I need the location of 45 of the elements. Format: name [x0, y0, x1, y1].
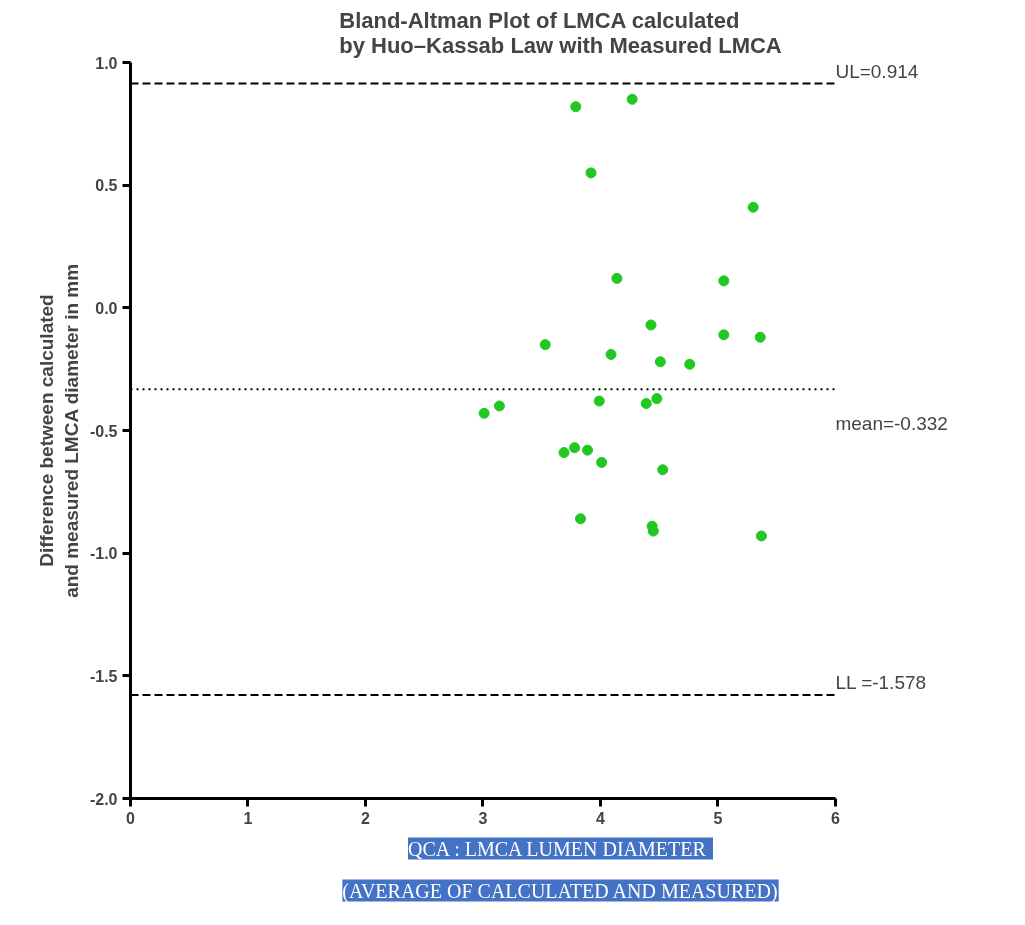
point: [684, 358, 696, 370]
point: [478, 407, 490, 419]
x-tick-label: 1: [243, 809, 253, 827]
point: [754, 331, 766, 343]
point: [718, 275, 730, 287]
x-tick-label: 0: [126, 809, 136, 827]
y-tick-label: -2.0: [89, 790, 118, 808]
point: [493, 400, 505, 412]
point: [747, 201, 759, 213]
point: [570, 101, 582, 113]
point: [645, 319, 657, 331]
point: [593, 395, 605, 407]
point: [718, 329, 730, 341]
point: [569, 442, 581, 454]
ref-line-label: mean=-0.332: [835, 413, 948, 435]
x-tick-label: 3: [478, 809, 488, 827]
point: [558, 447, 570, 459]
y-tick-label: 0.5: [95, 177, 118, 195]
point: [582, 444, 594, 456]
point: [574, 513, 586, 525]
x-tick-label: 4: [596, 809, 605, 827]
ref-line-label: LL =-1.578: [835, 671, 927, 693]
point: [640, 398, 652, 409]
ref-line-label: UL=0.914: [835, 60, 919, 82]
x-tick-label: 5: [713, 809, 723, 827]
point: [651, 393, 663, 405]
point: [755, 530, 767, 542]
point: [654, 356, 666, 368]
point: [626, 93, 638, 105]
chart-title: Bland-Altman Plot of LMCA calculated by Huo–Kassab Law with Measured LMCA: [339, 7, 782, 58]
y-tick-label: 1.0: [95, 54, 118, 72]
y-axis-title: Difference between calculated and measured LMCA diameter in mm: [35, 263, 82, 598]
y-tick-label: -1.0: [89, 545, 118, 563]
point: [596, 456, 608, 468]
x-axis-title: QCA : LMCA LUMEN DIAMETER (AVERAGE OF CALCULATED AND MEASURED): [342, 837, 778, 903]
point: [657, 464, 669, 476]
y-tick-label: 0.0: [95, 299, 118, 317]
y-tick-label: -1.5: [89, 667, 118, 685]
point: [605, 348, 617, 360]
x-tick-label: 2: [361, 809, 371, 827]
point: [611, 272, 623, 284]
point: [585, 167, 597, 179]
y-tick-label: -0.5: [89, 422, 118, 440]
x-tick-label: 6: [830, 809, 840, 827]
point: [539, 339, 551, 351]
